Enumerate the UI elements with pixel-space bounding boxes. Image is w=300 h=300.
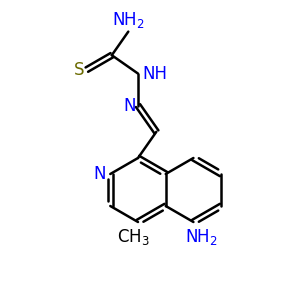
Text: NH: NH bbox=[142, 64, 167, 82]
Text: CH$_3$: CH$_3$ bbox=[117, 227, 149, 247]
Text: N: N bbox=[94, 165, 106, 183]
Text: S: S bbox=[74, 61, 85, 79]
Text: NH$_2$: NH$_2$ bbox=[112, 10, 145, 30]
Text: N: N bbox=[124, 97, 136, 115]
Text: NH$_2$: NH$_2$ bbox=[185, 227, 218, 247]
